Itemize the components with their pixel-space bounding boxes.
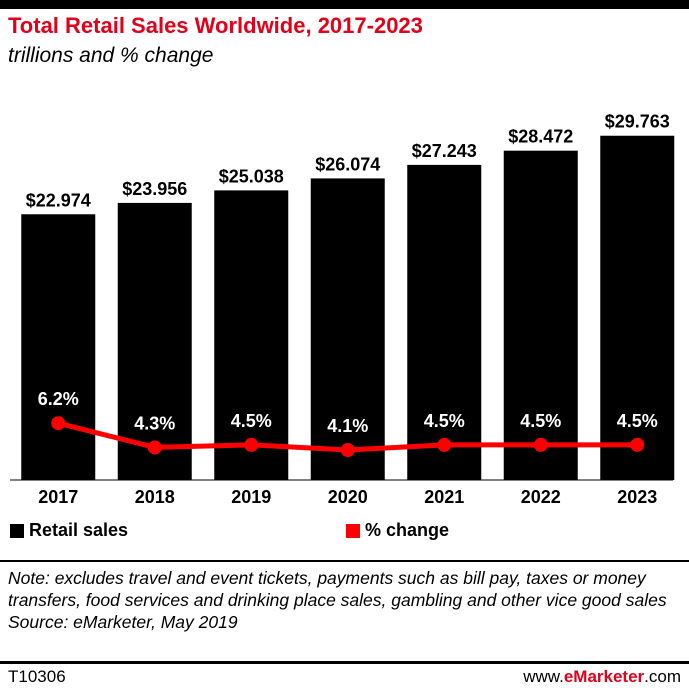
bar-value-label: $22.974 xyxy=(26,190,91,210)
percent-change-label: 4.5% xyxy=(520,411,561,431)
x-tick-label: 2019 xyxy=(231,487,271,507)
brand-prefix: www. xyxy=(523,667,564,686)
brand-logo: www.eMarketer.com xyxy=(523,667,681,687)
bar-2021 xyxy=(407,164,482,481)
percent-change-label: 4.1% xyxy=(327,416,368,436)
percent-change-point xyxy=(630,437,645,452)
percent-change-label: 4.5% xyxy=(424,411,465,431)
percent-label-bg xyxy=(128,411,181,434)
bar-value-label: $23.956 xyxy=(122,179,187,199)
percent-label-bg xyxy=(321,414,374,436)
top-bar xyxy=(0,0,689,9)
percent-change-point xyxy=(437,437,452,452)
percent-change-point xyxy=(244,437,259,452)
bar-value-label: $25.038 xyxy=(219,166,284,186)
percent-label-bg xyxy=(418,408,471,431)
percent-change-label: 4.5% xyxy=(617,411,658,431)
chart-code: T10306 xyxy=(8,667,66,686)
chart-subtitle: trillions and % change xyxy=(8,44,214,67)
x-tick-label: 2021 xyxy=(424,487,464,507)
brand-suffix: .com xyxy=(644,667,681,686)
legend-percent-change: % change xyxy=(346,520,449,541)
chart-area: $22.974 2017 $23.956 2018 $25.038 2019 $26.074… xyxy=(10,112,675,507)
bar-value-label: $27.243 xyxy=(412,141,477,161)
percent-change-point xyxy=(533,437,548,452)
x-tick-label: 2018 xyxy=(135,487,175,507)
footer-note: Note: excludes travel and event tickets,… xyxy=(8,568,667,610)
legend-retail-sales: Retail sales xyxy=(10,520,128,541)
legend-label-retail-sales: Retail sales xyxy=(29,520,129,540)
percent-label-bg xyxy=(32,387,85,410)
percent-label-bg xyxy=(514,408,567,431)
percent-change-point xyxy=(51,416,66,431)
percent-change-label: 6.2% xyxy=(38,389,79,409)
x-tick-label: 2022 xyxy=(521,487,561,507)
bar-value-label: $29.763 xyxy=(605,112,670,132)
footer-note-block: Note: excludes travel and event tickets,… xyxy=(8,567,684,633)
footer-divider xyxy=(0,560,689,562)
chart-title: Total Retail Sales Worldwide, 2017-2023 xyxy=(8,13,423,38)
percent-label-bg xyxy=(611,408,664,431)
legend-swatch-bar xyxy=(10,523,24,538)
bottom-rule xyxy=(0,661,689,664)
brand-name: eMarketer xyxy=(563,667,645,686)
bar-2018 xyxy=(117,202,192,480)
x-tick-label: 2023 xyxy=(617,487,657,507)
x-tick-label: 2020 xyxy=(328,487,368,507)
bar-value-label: $28.472 xyxy=(508,127,573,147)
bar-value-label: $26.074 xyxy=(315,154,380,174)
percent-change-point xyxy=(340,443,355,457)
percent-change-label: 4.5% xyxy=(231,411,272,431)
percent-label-bg xyxy=(225,408,278,431)
percent-change-point xyxy=(147,440,162,455)
percent-change-label: 4.3% xyxy=(134,413,175,433)
bar-2017 xyxy=(21,214,96,480)
legend-swatch-line xyxy=(346,523,360,538)
legend-label-percent-change: % change xyxy=(365,520,450,540)
bar-2019 xyxy=(214,190,289,480)
footer-source: Source: eMarketer, May 2019 xyxy=(8,612,238,632)
x-tick-label: 2017 xyxy=(38,487,78,507)
